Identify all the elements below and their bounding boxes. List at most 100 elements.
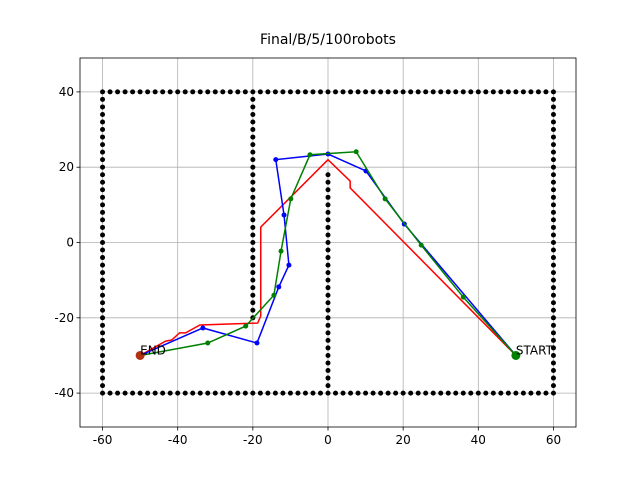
point <box>122 390 128 396</box>
point <box>100 127 106 133</box>
point <box>250 247 256 253</box>
point <box>250 142 256 148</box>
point <box>250 262 256 268</box>
point <box>550 262 556 268</box>
point <box>288 196 294 202</box>
point <box>325 285 331 291</box>
point <box>520 390 526 396</box>
point <box>271 292 277 298</box>
point <box>250 172 256 178</box>
point <box>100 390 106 396</box>
point <box>453 89 459 95</box>
point <box>535 390 541 396</box>
plot-area <box>100 89 556 396</box>
y-tick-label: -40 <box>54 386 74 400</box>
point <box>355 89 361 95</box>
point <box>152 390 158 396</box>
path-line <box>139 150 517 357</box>
point <box>505 89 511 95</box>
point <box>550 134 556 140</box>
point <box>325 187 331 193</box>
point <box>100 224 106 230</box>
point <box>550 360 556 366</box>
point <box>550 337 556 343</box>
point <box>175 390 181 396</box>
point <box>550 202 556 208</box>
point <box>135 350 145 360</box>
point <box>490 89 496 95</box>
point <box>325 300 331 306</box>
x-tick-label: -60 <box>93 433 113 447</box>
point <box>212 89 218 95</box>
point <box>550 119 556 125</box>
point <box>353 149 359 155</box>
point <box>250 307 256 313</box>
point <box>250 300 256 306</box>
point <box>276 284 282 290</box>
x-tick-label: 0 <box>324 433 332 447</box>
point <box>100 194 106 200</box>
point <box>100 119 106 125</box>
point <box>100 232 106 238</box>
chart-title: Final/B/5/100robots <box>260 32 396 48</box>
point <box>445 390 451 396</box>
point <box>100 89 106 95</box>
point <box>550 149 556 155</box>
point <box>550 247 556 253</box>
point <box>550 270 556 276</box>
point <box>250 270 256 276</box>
point <box>325 194 331 200</box>
point <box>100 345 106 351</box>
point <box>325 307 331 313</box>
point <box>370 89 376 95</box>
point <box>107 89 113 95</box>
point <box>550 307 556 313</box>
point <box>100 104 106 110</box>
point <box>550 255 556 261</box>
point <box>243 323 249 329</box>
point <box>175 89 181 95</box>
point <box>460 294 466 300</box>
point <box>483 390 489 396</box>
point <box>400 89 406 95</box>
point <box>227 89 233 95</box>
point <box>250 202 256 208</box>
point <box>250 194 256 200</box>
point <box>550 157 556 163</box>
point <box>543 89 549 95</box>
point <box>250 224 256 230</box>
point <box>130 390 136 396</box>
point <box>385 89 391 95</box>
point <box>272 390 278 396</box>
point <box>550 111 556 117</box>
point <box>100 179 106 185</box>
point <box>325 255 331 261</box>
point <box>325 89 331 95</box>
point <box>550 172 556 178</box>
point <box>505 390 511 396</box>
point <box>325 352 331 358</box>
point <box>100 164 106 170</box>
point <box>197 89 203 95</box>
point <box>325 322 331 328</box>
point <box>550 390 556 396</box>
point <box>137 89 143 95</box>
point <box>317 89 323 95</box>
point <box>520 89 526 95</box>
point <box>250 240 256 245</box>
point <box>100 337 106 343</box>
point <box>295 89 301 95</box>
point <box>100 217 106 223</box>
point <box>468 89 474 95</box>
point <box>250 119 256 125</box>
point <box>543 390 549 396</box>
point <box>550 232 556 238</box>
point <box>363 89 369 95</box>
point <box>100 270 106 276</box>
point <box>100 111 106 117</box>
point <box>273 157 279 163</box>
point <box>550 209 556 215</box>
point <box>325 277 331 283</box>
point <box>302 390 308 396</box>
point <box>310 390 316 396</box>
